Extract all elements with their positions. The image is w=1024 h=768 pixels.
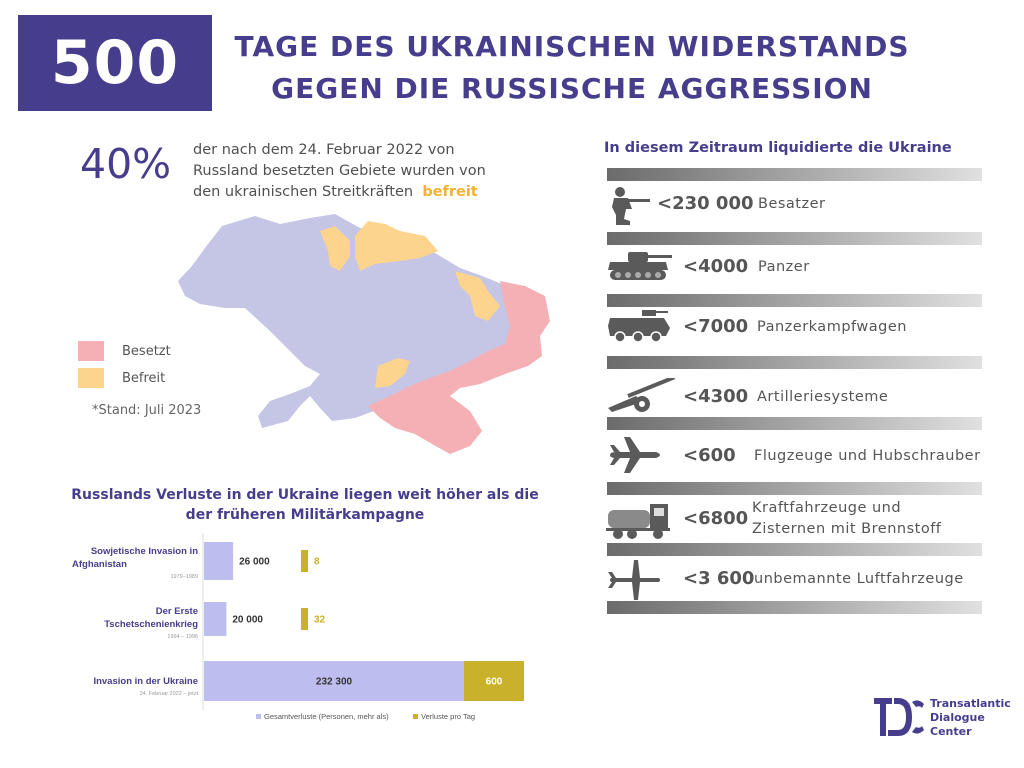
logo-line-2: Dialogue: [930, 711, 985, 724]
legend-day-label: Verluste pro Tag: [421, 712, 475, 721]
title-line-2: GEGEN DIE RUSSISCHE AGGRESSION: [271, 72, 873, 105]
liquidated-value: <230 000: [657, 193, 754, 214]
separator-bar: [607, 168, 982, 181]
liquidated-value: <6800: [683, 508, 749, 529]
campaign-name: Invasion in der Ukraine: [93, 676, 198, 687]
liquidated-label: unbemannte Luftfahrzeuge: [754, 571, 964, 587]
separator-bar: [607, 356, 982, 369]
total-bar: [204, 602, 227, 636]
days-count: 500: [50, 28, 180, 98]
map-territory: [178, 214, 518, 428]
apc-icon: [606, 308, 672, 348]
liquidated-value: <600: [683, 445, 736, 466]
ukraine-map: [178, 214, 550, 454]
logo-text: Transatlantic Dialogue Center: [930, 697, 1011, 739]
logo-line-3: Center: [930, 725, 972, 738]
soldier-icon: [606, 185, 652, 229]
campaign-name: Afghanistan: [72, 559, 127, 570]
liquidated-value: <4300: [683, 386, 749, 407]
per-day-value-label: 600: [486, 677, 503, 688]
drone-icon: [606, 560, 664, 604]
liquidated-label: Panzerkampfwagen: [757, 319, 907, 335]
days-badge: 500: [18, 15, 212, 111]
legend-liberated-swatch: [78, 368, 104, 388]
total-bar: [204, 661, 464, 701]
total-value-label: 26 000: [239, 557, 270, 568]
liberated-highlight: befreit: [422, 184, 478, 200]
per-day-bar: [464, 661, 524, 701]
per-day-bar: [301, 550, 308, 572]
separator-bar: [607, 232, 982, 245]
separator-bar: [607, 601, 982, 614]
losses-chart-title: Russlands Verluste in der Ukraine liegen…: [60, 485, 550, 525]
map-liberated-kyiv: [320, 226, 350, 271]
legend-occupied-swatch: [78, 341, 104, 361]
liberated-text-line-2: Russland besetzten Gebiete wurden von: [193, 163, 486, 179]
separator-bar: [607, 417, 982, 430]
liberated-description: der nach dem 24. Februar 2022 von Russla…: [193, 140, 513, 203]
legend-liberated: Befreit: [78, 367, 165, 389]
legend-day-swatch: [413, 714, 418, 719]
total-value-label: 20 000: [232, 615, 263, 626]
campaign-name: Der Erste: [156, 606, 198, 617]
liquidated-title: In diesem Zeitraum liquidierte die Ukrai…: [604, 140, 952, 156]
campaign-name: Sowjetische Invasion in: [91, 546, 198, 557]
artillery-icon: [606, 375, 678, 418]
legend-liberated-label: Befreit: [122, 370, 166, 386]
total-bar: [204, 542, 234, 580]
title-line-1: TAGE DES UKRAINISCHEN WIDERSTANDS: [234, 30, 910, 63]
per-day-bar: [301, 608, 308, 630]
legend-occupied-label: Besetzt: [122, 343, 171, 359]
campaign-period: 1994 – 1996: [167, 634, 198, 640]
tdc-logo: [874, 698, 924, 736]
separator-bar: [607, 482, 982, 495]
legend-total-label: Gesamtverluste (Personen, mehr als): [264, 712, 389, 721]
airplane-icon: [606, 437, 664, 477]
map-liberated-kherson: [375, 358, 410, 388]
tank-icon: [606, 248, 672, 288]
losses-title-line-2: der früheren Militärkampagne: [185, 507, 425, 523]
map-occupied: [368, 281, 550, 454]
liquidated-value: <4000: [683, 256, 749, 277]
liquidated-value: <7000: [683, 316, 749, 337]
liquidated-label-line-1: Kraftfahrzeuge und: [752, 500, 902, 516]
losses-chart: 26 000 8 Sowjetische Invasion in Afghanista…: [72, 533, 524, 721]
liberated-text-line-3: den ukrainischen Streitkräften: [193, 184, 414, 200]
campaign-name: Tschetschenienkrieg: [104, 619, 198, 630]
campaign-period: 1979–1989: [170, 574, 198, 580]
legend-occupied: Besetzt: [78, 340, 171, 362]
total-value-label: 232 300: [316, 677, 353, 688]
liquidated-label: Kraftfahrzeuge und Zisternen mit Brennsto…: [752, 498, 941, 540]
per-day-value-label: 32: [314, 615, 326, 626]
truck-icon: [606, 500, 672, 544]
separator-bar: [607, 543, 982, 556]
page-title: TAGE DES UKRAINISCHEN WIDERSTANDS GEGEN …: [232, 26, 912, 110]
losses-title-line-1: Russlands Verluste in der Ukraine liegen…: [71, 487, 539, 503]
status-date: *Stand: Juli 2023: [92, 403, 202, 418]
liberated-text-line-1: der nach dem 24. Februar 2022 von: [193, 142, 455, 158]
liberated-percent: 40%: [80, 140, 172, 188]
separator-bar: [607, 294, 982, 307]
logo-line-1: Transatlantic: [930, 697, 1011, 710]
per-day-value-label: 8: [314, 557, 320, 568]
map-liberated-kharkiv: [455, 271, 500, 321]
liquidated-value: <3 600: [683, 568, 755, 589]
campaign-period: 24. Februar 2022 – jetzt: [140, 691, 199, 697]
liquidated-label: Artilleriesysteme: [757, 389, 889, 405]
liquidated-label: Flugzeuge und Hubschrauber: [754, 448, 981, 464]
liquidated-label: Panzer: [758, 259, 810, 275]
liquidated-label: Besatzer: [758, 196, 826, 212]
legend-total-swatch: [256, 714, 261, 719]
liquidated-label-line-2: Zisternen mit Brennstoff: [752, 521, 942, 537]
map-liberated-north: [355, 221, 438, 271]
